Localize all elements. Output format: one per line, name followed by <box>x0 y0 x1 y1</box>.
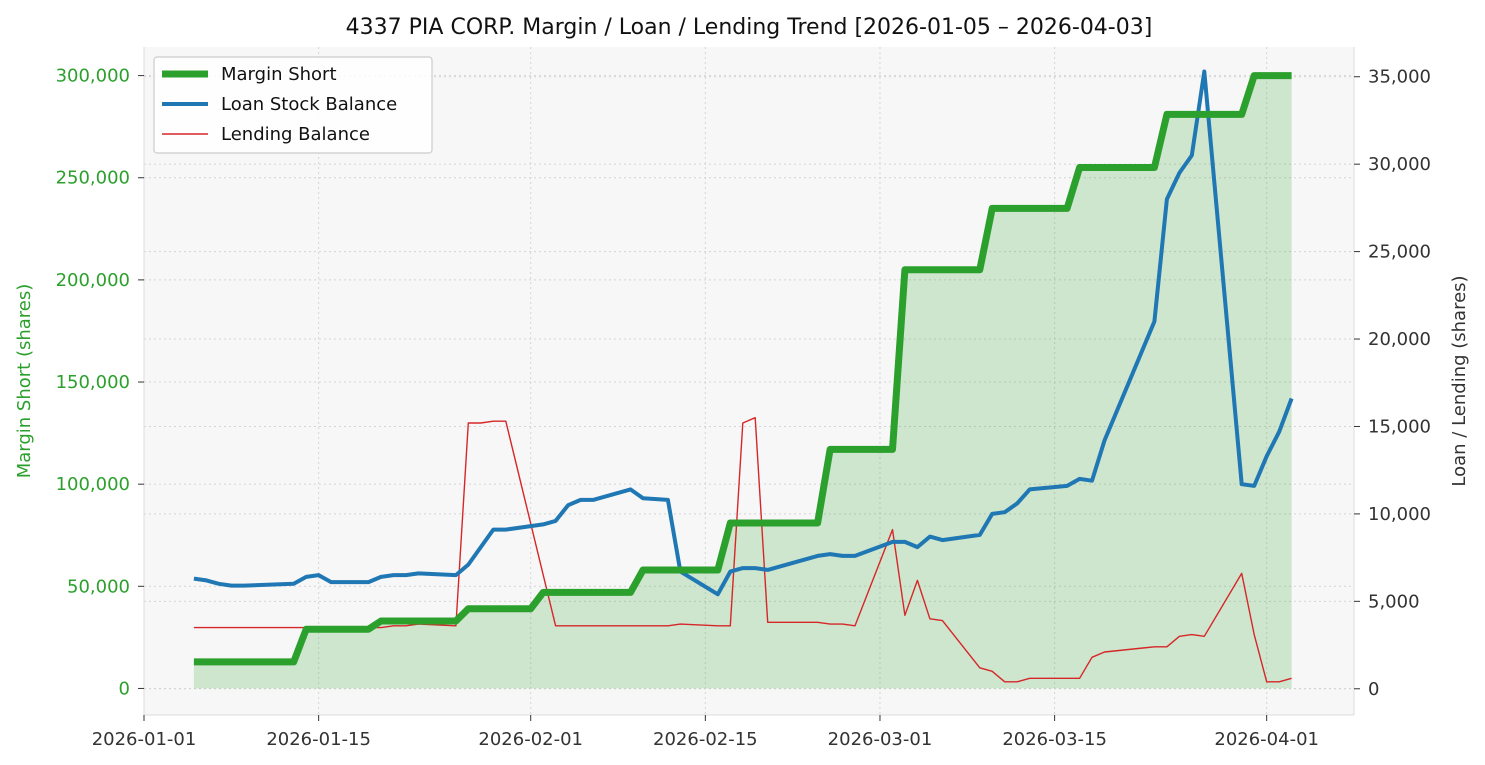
y-left-tick-label-3: 150,000 <box>56 372 130 393</box>
y-right-tick-label-1: 5,000 <box>1368 591 1420 612</box>
y-left-tick-label-2: 100,000 <box>56 474 130 495</box>
y-axis-right-ticks: 0 5,000 10,000 15,000 20,000 25,000 30,000 35,0… <box>1354 67 1431 700</box>
legend-label-margin-short: Margin Short <box>221 64 337 85</box>
legend-box <box>153 56 433 154</box>
loan-stock-balance-line <box>193 69 1294 597</box>
x-axis-ticks: 2026-01-01 2026-01-15 2026-02-01 2026-02-15… <box>92 715 1319 750</box>
x-tick-label-6: 2026-04-01 <box>1214 729 1319 750</box>
y-left-tick-label-6: 300,000 <box>56 66 130 87</box>
y-left-tick-label-4: 200,000 <box>56 270 130 291</box>
lending-balance-line <box>193 417 1292 683</box>
x-tick-label-2: 2026-02-01 <box>478 729 583 750</box>
y-right-tick-label-5: 25,000 <box>1368 242 1431 263</box>
x-tick-label-0: 2026-01-01 <box>92 729 197 750</box>
y-right-tick-label-4: 20,000 <box>1368 329 1431 350</box>
grid <box>143 47 1354 715</box>
y-axis-right-title: Loan / Lending (shares) <box>1449 275 1470 486</box>
y-right-tick-label-6: 30,000 <box>1368 154 1431 175</box>
y-right-tick-label-3: 15,000 <box>1368 416 1431 437</box>
y-right-tick-label-2: 10,000 <box>1368 504 1431 525</box>
axes <box>143 47 1355 716</box>
margin-short-line <box>193 72 1292 666</box>
x-tick-label-5: 2026-03-15 <box>1002 729 1107 750</box>
x-tick-label-4: 2026-03-01 <box>828 729 933 750</box>
y-left-tick-label-0: 0 <box>119 678 130 699</box>
margin-short-area <box>193 75 1292 689</box>
y-left-tick-label-1: 50,000 <box>67 576 130 597</box>
chart-title: 4337 PIA CORP. Margin / Loan / Lending T… <box>346 15 1153 40</box>
legend-label-loan-stock-balance: Loan Stock Balance <box>221 94 397 115</box>
y-axis-left-ticks: 0 50,000 100,000 150,000 200,000 250,000 300,0… <box>56 66 144 699</box>
legend-label-lending-balance: Lending Balance <box>221 124 370 145</box>
x-tick-label-1: 2026-01-15 <box>266 729 371 750</box>
x-tick-label-3: 2026-02-15 <box>653 729 758 750</box>
y-right-tick-label-7: 35,000 <box>1368 67 1431 88</box>
legend: Margin Short Loan Stock Balance Lending … <box>153 56 433 154</box>
y-left-tick-label-5: 250,000 <box>56 168 130 189</box>
y-axis-left-title: Margin Short (shares) <box>14 284 35 479</box>
y-right-tick-label-0: 0 <box>1368 679 1379 700</box>
plot-background <box>144 47 1354 715</box>
